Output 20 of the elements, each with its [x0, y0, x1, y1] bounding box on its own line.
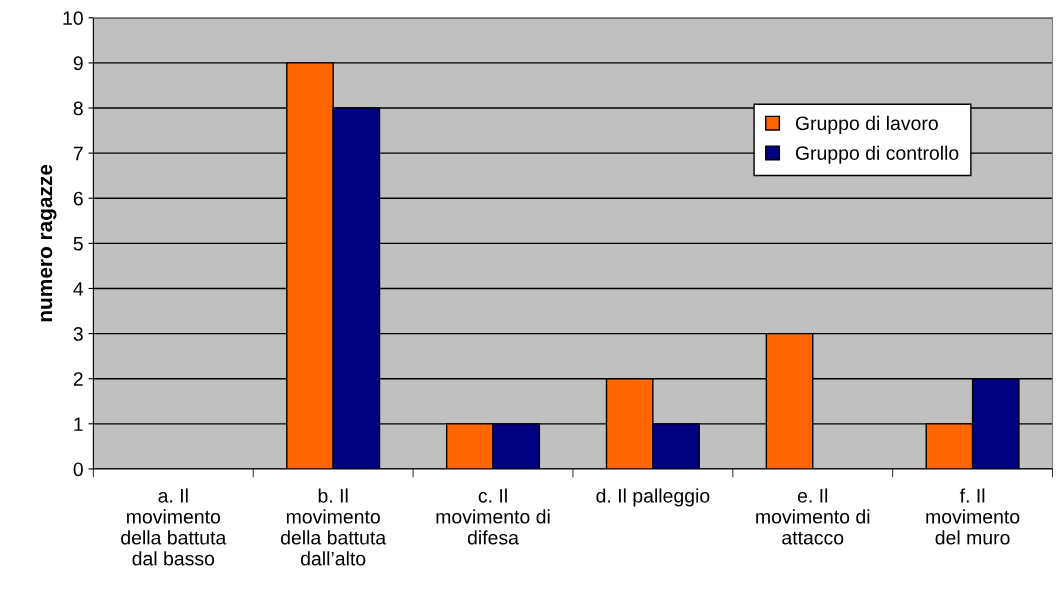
- x-tick-label: b. Il movimento della battuta dall’alto: [281, 488, 387, 566]
- x-tick-label: a. Il movimento della battuta dal basso: [121, 488, 227, 566]
- legend-label: Gruppo di lavoro: [795, 115, 938, 134]
- y-tick-label: 5: [73, 237, 83, 251]
- y-tick-label: 7: [73, 146, 83, 161]
- y-tick-label: 0: [73, 462, 83, 477]
- y-tick-label: 10: [63, 11, 83, 26]
- legend-label: Gruppo di controllo: [795, 145, 959, 164]
- y-tick-label: 3: [73, 327, 83, 341]
- y-tick-label: 8: [73, 101, 83, 116]
- x-tick-label: c. Il movimento di difesa: [436, 488, 550, 545]
- x-tick-label: d. Il palleggio: [596, 488, 710, 507]
- y-tick-label: 2: [73, 372, 83, 386]
- y-tick-label: 6: [73, 191, 83, 206]
- x-tick-label: e. Il movimento di attacco: [756, 488, 870, 545]
- y-tick-label: 9: [73, 56, 83, 71]
- y-tick-label: 1: [74, 417, 83, 431]
- y-tick-label: 4: [73, 282, 84, 296]
- y-axis-title: numero ragazze: [40, 164, 57, 322]
- x-tick-label: f. Il movimento del muro: [926, 488, 1020, 545]
